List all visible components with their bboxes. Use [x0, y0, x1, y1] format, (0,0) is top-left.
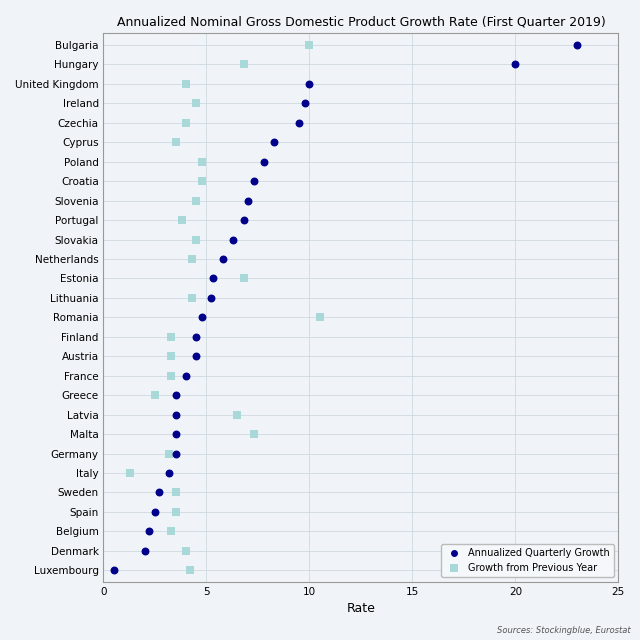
Point [191, 99, 202, 109]
Point [249, 429, 259, 439]
Point [170, 449, 180, 459]
Point [191, 332, 202, 342]
Point [249, 176, 259, 186]
Point [197, 176, 207, 186]
Point [166, 371, 177, 381]
Point [180, 371, 191, 381]
Point [170, 507, 180, 517]
Point [170, 488, 180, 498]
Point [125, 468, 136, 478]
Point [164, 468, 175, 478]
Text: Sources: Stockingblue, Eurostat: Sources: Stockingblue, Eurostat [497, 626, 630, 635]
Point [294, 118, 304, 128]
Point [170, 137, 180, 147]
Point [177, 215, 187, 225]
Point [239, 273, 249, 284]
Point [243, 196, 253, 206]
Point [197, 312, 207, 323]
Point [191, 196, 202, 206]
Point [315, 312, 325, 323]
Point [180, 79, 191, 89]
Point [164, 449, 175, 459]
Point [191, 351, 202, 362]
Legend: Annualized Quarterly Growth, Growth from Previous Year: Annualized Quarterly Growth, Growth from… [441, 545, 614, 577]
Point [239, 215, 249, 225]
Point [305, 40, 315, 50]
Point [232, 410, 243, 420]
Point [140, 546, 150, 556]
Point [191, 234, 202, 244]
Point [187, 293, 197, 303]
Point [197, 157, 207, 167]
Point [269, 137, 280, 147]
Point [170, 410, 180, 420]
Point [207, 273, 218, 284]
Point [150, 390, 160, 401]
Point [239, 60, 249, 70]
Point [170, 390, 180, 401]
Point [185, 565, 195, 575]
Point [143, 526, 154, 536]
Point [180, 118, 191, 128]
Point [170, 429, 180, 439]
Point [205, 293, 216, 303]
Point [187, 254, 197, 264]
Title: Annualized Nominal Gross Domestic Product Growth Rate (First Quarter 2019): Annualized Nominal Gross Domestic Produc… [116, 15, 605, 28]
Point [166, 351, 177, 362]
Point [154, 488, 164, 498]
Point [166, 526, 177, 536]
X-axis label: Rate: Rate [346, 602, 376, 616]
Point [305, 79, 315, 89]
Point [218, 254, 228, 264]
Point [109, 565, 119, 575]
Point [166, 332, 177, 342]
Point [228, 234, 238, 244]
Point [300, 99, 310, 109]
Point [510, 60, 520, 70]
Point [150, 507, 160, 517]
Point [180, 546, 191, 556]
Point [259, 157, 269, 167]
Point [572, 40, 582, 50]
